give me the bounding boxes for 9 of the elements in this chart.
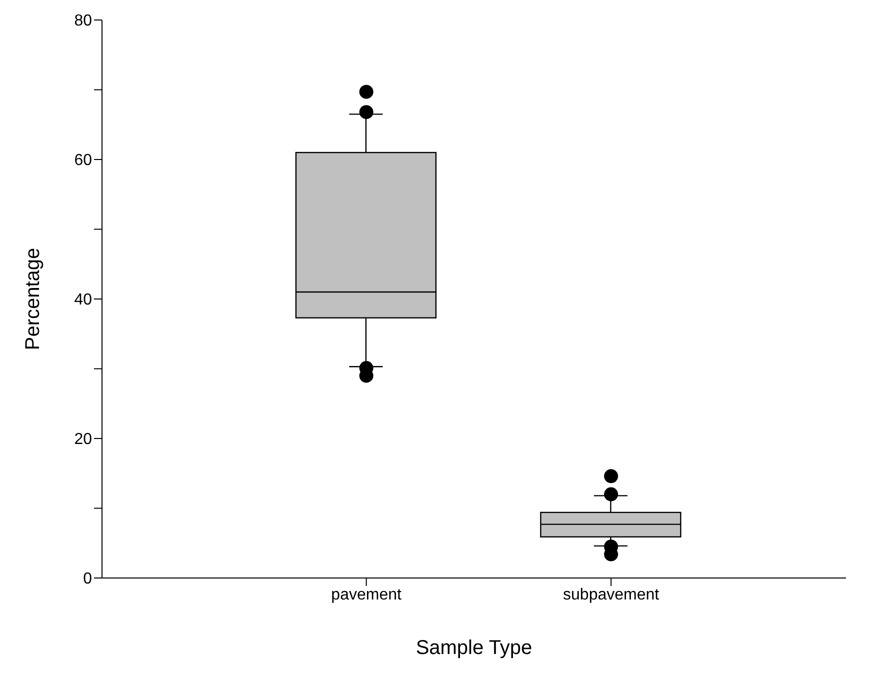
y-tick-label: 40 xyxy=(74,292,92,309)
y-tick-label: 80 xyxy=(74,12,92,30)
y-axis-title: Percentage xyxy=(22,248,44,350)
x-axis-title: Sample Type xyxy=(416,637,532,659)
y-tick-label: 20 xyxy=(74,431,92,448)
y-tick-label: 0 xyxy=(83,570,92,588)
x-tick-label: pavement xyxy=(331,586,402,604)
x-tick-label: subpavement xyxy=(563,586,660,604)
y-tick-label: 60 xyxy=(74,152,92,170)
